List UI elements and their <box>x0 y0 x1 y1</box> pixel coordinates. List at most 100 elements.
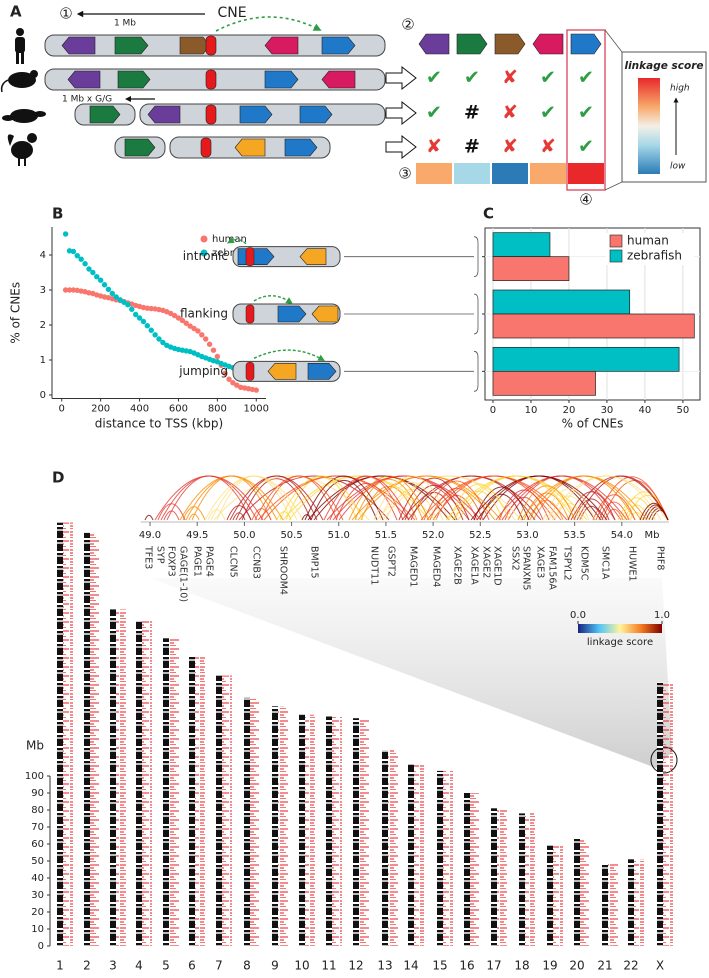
match-symbol: ✔ <box>540 67 556 89</box>
score-cell <box>492 163 528 184</box>
point <box>62 231 69 237</box>
chromosome <box>382 750 388 946</box>
linkage-arc <box>629 511 644 521</box>
x-tick-label: 0 <box>490 405 496 416</box>
point <box>187 323 193 329</box>
chromosome-hits <box>359 718 369 946</box>
gene-label: GSPT2 <box>386 546 397 577</box>
bar <box>492 370 596 396</box>
point <box>152 332 158 338</box>
gene <box>117 70 151 89</box>
gene <box>494 33 526 55</box>
x-tick-label: 400 <box>130 404 149 415</box>
x-tick-label: 50 <box>677 405 690 416</box>
chromosome-label: 11 <box>321 959 336 973</box>
y-axis-title: Mb <box>26 739 44 753</box>
x-tick-label: 54.0 <box>611 530 633 541</box>
gene-label: XAGE3 <box>535 546 546 578</box>
y-tick-label: 60 <box>31 839 44 850</box>
chromosome <box>84 532 90 946</box>
chromosome-label: 14 <box>403 959 418 973</box>
y-tick-label: 10 <box>31 924 44 935</box>
legend-box <box>621 51 707 183</box>
gene <box>570 33 602 55</box>
chromosome-hits <box>414 764 424 946</box>
bar <box>492 232 551 258</box>
chromosome-label: 5 <box>162 959 170 973</box>
linkage-arc <box>226 505 252 521</box>
jump-arrow <box>227 236 247 245</box>
colorbar-title: linkage score <box>587 637 653 648</box>
point <box>226 376 232 382</box>
jump-arrow <box>215 16 322 32</box>
match-symbol: ✔ <box>426 102 442 124</box>
match-symbol: ✘ <box>502 102 518 124</box>
gene-label: GAGE(1-10) <box>178 546 189 602</box>
jump-arrow <box>253 349 326 362</box>
point <box>129 306 135 312</box>
step-marker: ① <box>59 5 72 23</box>
score-cell <box>454 163 490 184</box>
score-cell <box>530 163 566 184</box>
x-tick-label: 30 <box>601 405 614 416</box>
x-tick-label: 20 <box>563 405 576 416</box>
gene-label: CCNB3 <box>251 546 262 579</box>
x-tick-label: 600 <box>169 404 188 415</box>
chromosome <box>326 716 332 946</box>
point <box>78 256 84 262</box>
gene <box>234 138 266 157</box>
gene <box>321 36 356 55</box>
chromosome-hits <box>525 813 535 946</box>
linkage-arc <box>304 475 384 521</box>
point <box>144 323 151 329</box>
linkage-arc <box>279 475 364 521</box>
chromosome <box>272 706 278 946</box>
y-tick-label: 4 <box>40 250 46 261</box>
chromosome-hits <box>305 714 315 946</box>
row-arrow <box>385 134 417 160</box>
chromosome <box>299 714 305 946</box>
gene <box>267 363 297 380</box>
cne <box>205 104 217 125</box>
colorbar <box>578 624 662 633</box>
linkage-arc <box>282 475 436 521</box>
chromosome-hits <box>142 621 152 946</box>
linkage-arc <box>598 501 630 521</box>
gene-label: TFE3 <box>143 545 154 569</box>
gene-label: XAGE1A <box>469 546 480 585</box>
point <box>148 327 154 333</box>
linkage-arc <box>517 485 576 521</box>
y-tick-label: 100 <box>25 771 44 782</box>
chromosome-label: 19 <box>542 959 557 973</box>
linkage-arc <box>570 475 669 521</box>
category-label: intronic <box>183 249 228 263</box>
point <box>210 347 217 353</box>
bracket <box>344 350 479 392</box>
linkage-arc <box>188 513 200 521</box>
gene <box>237 248 275 265</box>
chromosome-label: 6 <box>188 959 196 973</box>
point <box>125 302 131 308</box>
point <box>97 277 104 283</box>
legend-high: high <box>670 84 690 94</box>
bracket <box>344 236 479 278</box>
cne-label: CNE <box>217 5 246 21</box>
scale-label: 1 Mb <box>114 19 136 29</box>
bar <box>492 289 631 315</box>
cne <box>200 137 212 158</box>
chromosome-label: 17 <box>486 959 501 973</box>
y-tick-label: 90 <box>31 788 44 799</box>
chromosome <box>163 638 169 946</box>
gene <box>264 70 299 89</box>
bar <box>492 256 570 282</box>
match-symbol: ✘ <box>426 136 442 158</box>
score-cell <box>416 163 452 184</box>
zoom-wedge <box>150 578 672 768</box>
gene-label: KDM5C <box>579 546 590 581</box>
step-marker: ③ <box>398 165 411 183</box>
point <box>66 287 73 293</box>
gene-label: SMC1A <box>600 546 611 580</box>
point <box>90 269 96 276</box>
linkage-arc <box>592 494 636 521</box>
